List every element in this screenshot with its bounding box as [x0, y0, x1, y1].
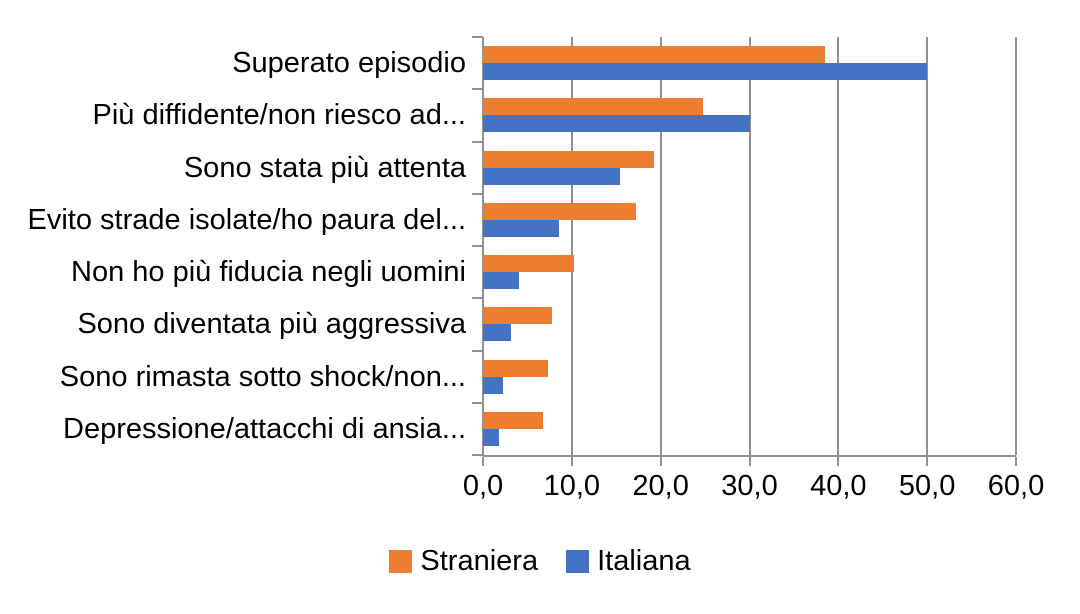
gridline — [926, 37, 929, 455]
x-axis-tick-label: 50,0 — [898, 470, 956, 502]
bar-row — [483, 298, 1016, 350]
bar-straniera — [483, 359, 548, 377]
category-label: Non ho più fiducia negli uomini — [71, 256, 466, 288]
legend-item-italiana: Italiana — [566, 545, 691, 578]
bar-italiana — [483, 63, 928, 80]
x-axis-tick-label: 40,0 — [810, 470, 867, 502]
bar-row — [483, 142, 1016, 194]
x-axis-tick — [837, 457, 840, 466]
bar-italiana — [483, 115, 750, 133]
category-label: Più diffidente/non riesco ad... — [92, 99, 467, 132]
legend-swatch-icon — [566, 549, 590, 573]
bar-row — [483, 351, 1016, 403]
bar-italiana — [483, 428, 499, 446]
bar-straniera — [483, 46, 825, 63]
category-label: Sono diventata più aggressiva — [77, 308, 466, 341]
bar-straniera — [483, 98, 704, 116]
bar-straniera — [483, 150, 654, 168]
legend: Straniera Italiana — [0, 540, 1080, 582]
bar-straniera — [483, 255, 575, 272]
x-axis-tick — [748, 457, 751, 466]
bar-straniera — [483, 307, 553, 325]
y-axis-tick — [472, 349, 483, 352]
bar-row — [483, 403, 1016, 455]
y-axis-tick — [472, 297, 483, 300]
y-axis-tick — [472, 454, 483, 456]
bar-italiana — [483, 324, 512, 342]
bar-italiana — [483, 272, 520, 289]
bar-italiana — [483, 219, 560, 237]
legend-swatch-icon — [389, 549, 413, 573]
x-axis-tick — [1015, 457, 1017, 466]
gridline — [570, 37, 573, 455]
y-axis-tick — [472, 88, 483, 91]
y-axis-line — [482, 37, 484, 455]
bar-straniera — [483, 411, 544, 429]
x-axis-tick-label: 60,0 — [987, 470, 1045, 502]
y-axis-tick — [472, 192, 483, 195]
y-axis-tick — [472, 36, 483, 38]
bar-straniera — [483, 202, 636, 220]
category-label: Sono stata più attenta — [183, 151, 466, 184]
category-label: Evito strade isolate/ho paura del... — [27, 203, 466, 236]
gridline — [659, 37, 662, 455]
bar-row — [483, 89, 1016, 141]
bar-row — [483, 194, 1016, 246]
plot-area — [472, 36, 1017, 466]
x-axis-tick — [926, 457, 929, 466]
category-label: Sono rimasta sotto shock/non... — [59, 360, 466, 393]
y-axis-tick — [472, 245, 483, 247]
gridline — [748, 37, 751, 455]
bar-italiana — [483, 376, 504, 394]
gridline — [837, 37, 840, 455]
legend-item-straniera: Straniera — [389, 545, 538, 578]
legend-label: Italiana — [597, 544, 691, 577]
x-axis-tick-label: 30,0 — [721, 470, 778, 502]
x-axis-tick — [570, 457, 573, 466]
bar-row — [483, 37, 1016, 89]
bar-italiana — [483, 167, 620, 185]
x-axis-tick — [482, 457, 484, 466]
gridline — [1015, 37, 1017, 455]
category-label: Depressione/attacchi di ansia... — [63, 412, 466, 445]
y-axis-tick — [472, 401, 483, 404]
x-axis-tick-label: 20,0 — [632, 470, 689, 502]
x-axis-tick — [659, 457, 662, 466]
legend-label: Straniera — [420, 544, 539, 577]
bar-row — [483, 246, 1016, 298]
x-axis-tick-label: 10,0 — [543, 470, 601, 502]
x-axis-tick-label: 0,0 — [462, 470, 504, 502]
y-axis-tick — [472, 140, 483, 143]
category-label: Superato episodio — [232, 47, 466, 79]
